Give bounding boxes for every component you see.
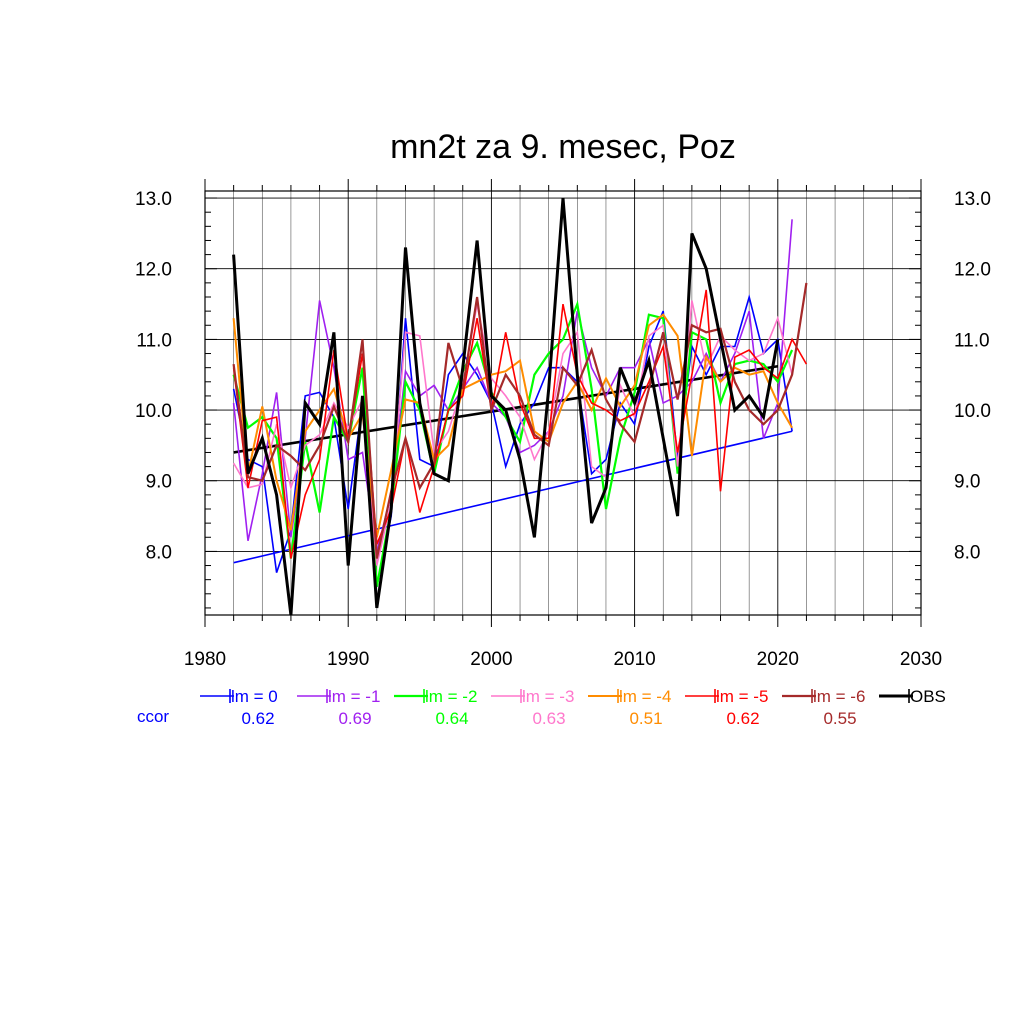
y-tick-label-right: 8.0: [954, 542, 980, 563]
legend-label: lm = -5: [716, 687, 768, 706]
y-tick-label-left: 8.0: [146, 542, 172, 563]
ccor-label: ccor: [137, 707, 169, 726]
trend-line: [233, 430, 793, 564]
legend-label: lm = 0: [231, 687, 278, 706]
plot-frame: [204, 190, 922, 616]
ccor-value: 0.63: [532, 709, 565, 728]
y-tick-label-right: 10.0: [954, 401, 991, 422]
y-tick-label-left: 13.0: [135, 189, 172, 210]
legend-label: lm = -4: [619, 687, 671, 706]
chart-title: mn2t za 9. mesec, Poz: [390, 128, 736, 166]
x-tick-label: 2030: [900, 649, 942, 670]
y-tick-label-left: 11.0: [136, 330, 172, 351]
legend-label: lm = -1: [328, 687, 380, 706]
ccor-value: 0.62: [726, 709, 759, 728]
series-line-5: [232, 289, 808, 559]
x-tick-label: 2020: [757, 649, 799, 670]
ccor-value: 0.69: [338, 709, 371, 728]
series-line-7: [232, 197, 780, 616]
legend-label: lm = -6: [813, 687, 865, 706]
y-tick-label-right: 9.0: [954, 472, 980, 493]
axis-ticks: 8.0 8.0 9.0 9.0 10.0 10.0 11.0 11.0 12.0 12.0 13.0…: [135, 179, 991, 670]
y-tick-label-left: 12.0: [135, 260, 172, 281]
legend-label: lm = -2: [425, 687, 477, 706]
series-line-6: [232, 282, 808, 559]
y-tick-label-right: 11.0: [954, 330, 990, 351]
ccor-value: 0.64: [435, 709, 468, 728]
y-tick-label-left: 10.0: [135, 401, 172, 422]
ccor-value: 0.55: [823, 709, 856, 728]
x-tick-label: 2010: [613, 649, 655, 670]
series-lines: [232, 197, 808, 616]
legend: ccor lm = 0 0.62 lm = -1 0.69 lm = -2 0.64 lm =…: [137, 687, 946, 728]
x-tick-label: 1980: [184, 649, 226, 670]
y-tick-label-right: 13.0: [954, 189, 991, 210]
x-tick-label: 2000: [470, 649, 512, 670]
legend-label: OBS: [910, 687, 946, 706]
y-tick-label-right: 12.0: [954, 260, 991, 281]
x-tick-label: 1990: [327, 649, 369, 670]
ccor-value: 0.51: [629, 709, 662, 728]
legend-label: lm = -3: [522, 687, 574, 706]
y-tick-label-left: 9.0: [146, 472, 172, 493]
ccor-value: 0.62: [241, 709, 274, 728]
